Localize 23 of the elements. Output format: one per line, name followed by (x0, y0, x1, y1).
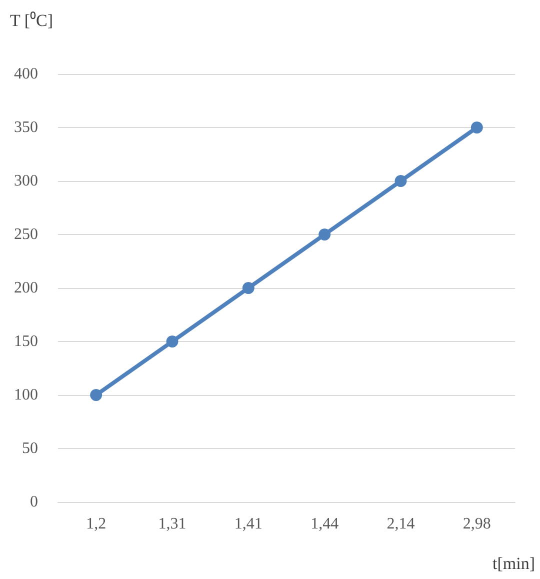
x-tick-label: 2,98 (462, 516, 491, 532)
y-tick-label: 300 (14, 172, 38, 190)
x-tick-label: 1,31 (158, 516, 186, 532)
point (242, 282, 254, 294)
x-axis-title: t[min] (492, 554, 536, 573)
y-tick-label: 150 (14, 333, 38, 350)
point (394, 175, 407, 187)
x-tick-label: 1,2 (86, 516, 106, 532)
point (90, 389, 102, 401)
y-tick-label: 0 (30, 494, 38, 510)
y-tick-label: 200 (14, 280, 38, 296)
point (166, 336, 178, 348)
x-tick-label: 2,14 (386, 516, 415, 532)
y-tick-label: 400 (14, 66, 38, 82)
y-tick-label: 100 (14, 386, 38, 404)
point (470, 122, 483, 134)
point (318, 228, 331, 240)
y-tick-label: 350 (14, 119, 38, 136)
y-tick-label: 50 (22, 440, 38, 457)
y-axis-title: T [⁰C] (10, 11, 53, 30)
x-tick-label: 1,41 (234, 516, 262, 532)
y-tick-label: 250 (14, 226, 38, 243)
x-tick-label: 1,44 (310, 516, 339, 532)
